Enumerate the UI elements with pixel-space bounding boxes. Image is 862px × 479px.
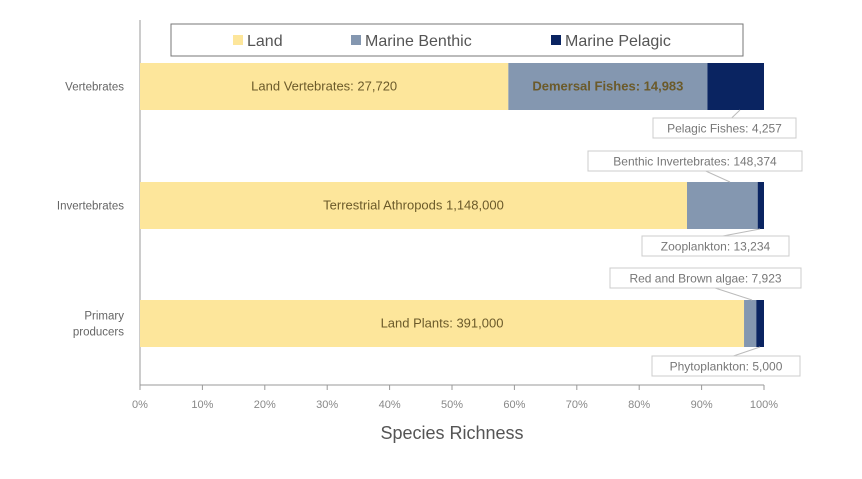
x-tick-label: 20%: [254, 399, 276, 411]
data-label: Red and Brown algae: 7,923: [629, 272, 781, 286]
bar-segment: [508, 63, 708, 110]
bar-segment: [757, 182, 764, 229]
callout-box: [587, 150, 803, 172]
data-label: Land Plants: 391,000: [381, 316, 504, 331]
callout-box: [652, 117, 797, 139]
callout-leader-line: [731, 109, 741, 119]
bar-segment: [686, 182, 758, 229]
x-tick-label: 40%: [379, 399, 401, 411]
data-label: Land Vertebrates: 27,720: [251, 79, 397, 94]
x-tick-label: 100%: [750, 399, 778, 411]
callout-leader-line: [714, 287, 753, 301]
category-label: Invertebrates: [57, 201, 124, 213]
data-label: Terrestrial Athropods 1,148,000: [323, 198, 504, 213]
bar-segment: [744, 300, 757, 347]
data-label: Phytoplankton: 5,000: [670, 360, 783, 374]
bar-segment: [140, 182, 687, 229]
data-label: Demersal Fishes: 14,983: [532, 79, 683, 94]
bar-segment: [756, 300, 764, 347]
x-tick-label: 0%: [132, 399, 148, 411]
callout-leader-line: [733, 346, 761, 357]
category-label: producers: [73, 327, 124, 339]
callout-box: [609, 267, 802, 289]
x-tick-label: 10%: [191, 399, 213, 411]
callout-box: [641, 235, 790, 257]
x-axis-title: Species Richness: [380, 423, 523, 443]
bar-segment: [140, 63, 509, 110]
data-label: Pelagic Fishes: 4,257: [667, 122, 782, 136]
x-tick-label: 50%: [441, 399, 463, 411]
x-tick-label: 60%: [503, 399, 525, 411]
data-label: Zooplankton: 13,234: [661, 240, 771, 254]
legend-label: Marine Pelagic: [565, 33, 671, 50]
x-tick-label: 70%: [566, 399, 588, 411]
legend-label: Marine Benthic: [365, 33, 472, 50]
legend-swatch: [233, 35, 243, 45]
x-tick-label: 90%: [691, 399, 713, 411]
x-tick-label: 30%: [316, 399, 338, 411]
bar-segment: [707, 63, 764, 110]
callout-leader-line: [722, 228, 761, 237]
category-label: Primary: [84, 311, 124, 323]
legend-box: [170, 23, 744, 57]
legend-label: Land: [247, 33, 283, 50]
data-label: Benthic Invertebrates: 148,374: [613, 155, 777, 169]
bar-segment: [140, 300, 745, 347]
callout-box: [651, 355, 801, 377]
legend-swatch: [551, 35, 561, 45]
legend-swatch: [351, 35, 361, 45]
callout-leader-line: [705, 170, 731, 183]
category-label: Vertebrates: [65, 82, 124, 94]
x-tick-label: 80%: [628, 399, 650, 411]
